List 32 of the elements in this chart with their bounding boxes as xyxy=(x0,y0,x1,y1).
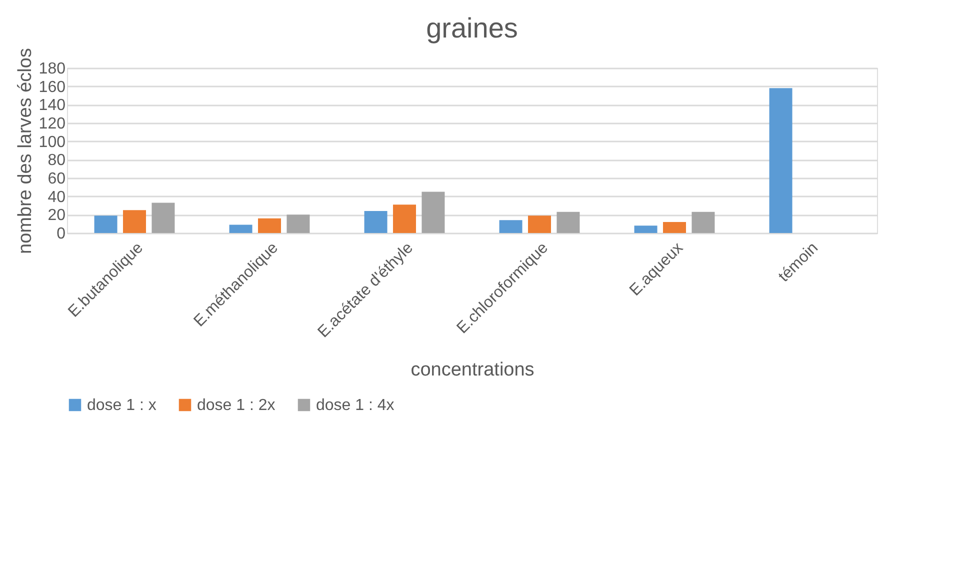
y-tick-label: 140 xyxy=(38,97,66,114)
bar xyxy=(364,211,388,233)
bar xyxy=(556,212,580,233)
y-tick-label: 100 xyxy=(38,134,66,151)
y-tick-label: 60 xyxy=(48,170,66,188)
y-tick-label: 40 xyxy=(48,188,66,206)
x-axis-title: concentrations xyxy=(410,359,534,380)
y-tick-label: 20 xyxy=(48,207,66,224)
bar xyxy=(422,192,445,233)
bar xyxy=(393,204,416,233)
legend-label: dose 1 : 2x xyxy=(197,397,276,414)
bar xyxy=(499,220,522,233)
bar xyxy=(528,216,551,233)
chart-title: graines xyxy=(426,12,518,44)
bar xyxy=(286,214,310,233)
y-tick-label: 0 xyxy=(56,226,66,242)
y-tick-label: 120 xyxy=(38,116,66,132)
bar xyxy=(229,224,252,233)
bar xyxy=(94,216,118,233)
y-axis-title: nombre des larves éclos xyxy=(14,48,36,254)
y-tick-label: 160 xyxy=(38,78,66,96)
bar xyxy=(692,212,715,233)
bar xyxy=(152,202,175,233)
bar xyxy=(258,218,281,233)
y-tick-label: 180 xyxy=(38,60,66,78)
legend-label: dose 1 : 4x xyxy=(316,397,394,414)
bar xyxy=(663,222,686,233)
legend-label: dose 1 : x xyxy=(87,397,156,414)
bar xyxy=(769,88,792,233)
y-tick-label: 80 xyxy=(48,152,66,170)
bar xyxy=(123,210,146,233)
bar xyxy=(634,226,658,233)
